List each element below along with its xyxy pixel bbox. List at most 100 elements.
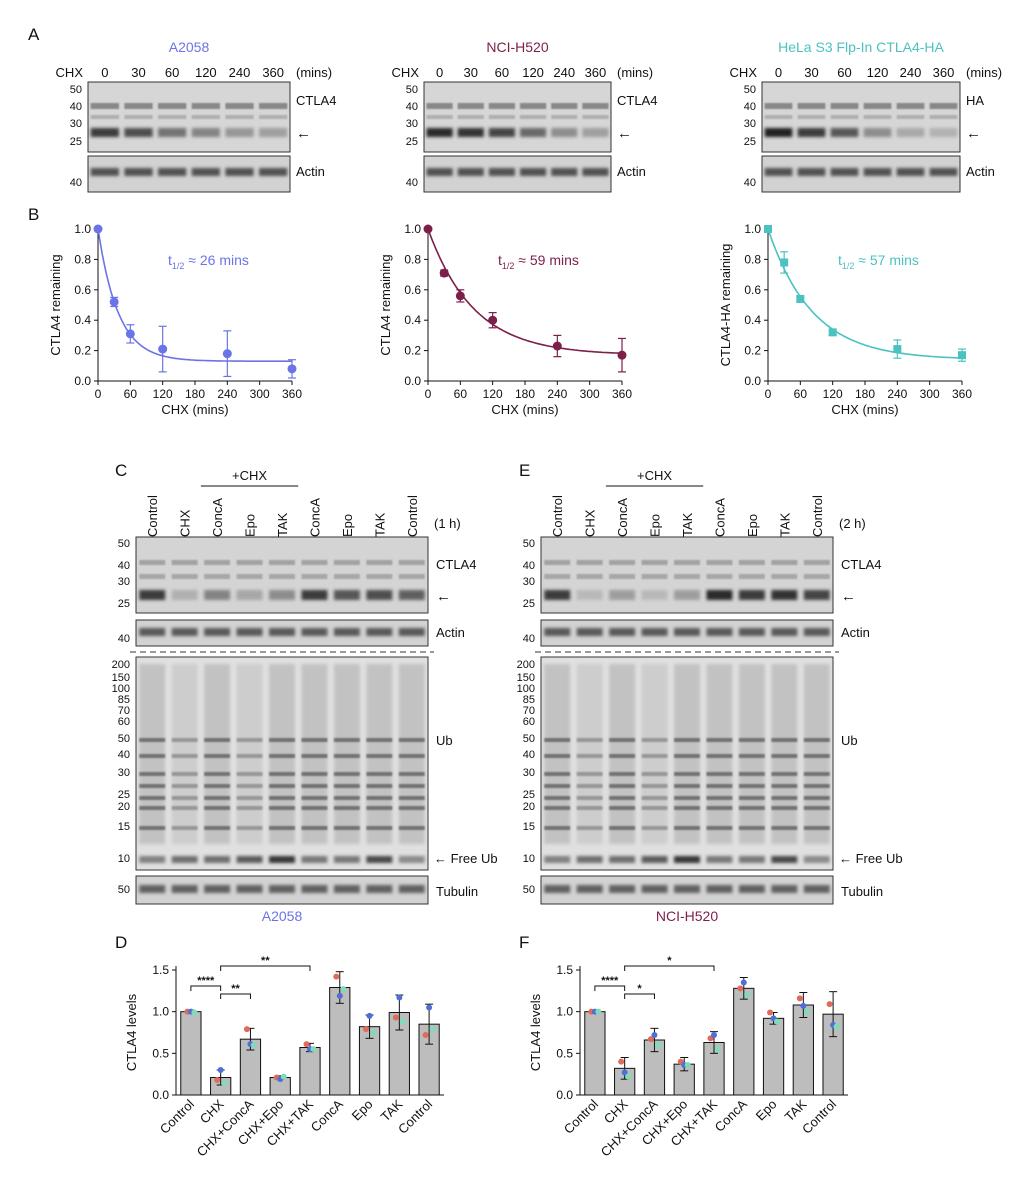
time-label: 120: [867, 65, 889, 80]
mw-marker: 30: [523, 576, 535, 588]
significance-label: ****: [601, 975, 619, 987]
band: [333, 738, 360, 742]
y-tick-label: 0.8: [74, 252, 91, 266]
chx-group-label: +CHX: [637, 468, 672, 483]
band: [803, 806, 830, 810]
lane-label: Epo: [745, 514, 760, 537]
data-point: [764, 225, 772, 233]
band: [171, 560, 198, 565]
data-point: [552, 341, 562, 351]
panel-A-blot-2: NCI-H520 CHX 0 30 60 120 240 360 (mins) 50 40 30 25 C…: [392, 39, 657, 193]
band-actin: [771, 628, 798, 636]
band: [225, 103, 254, 109]
band: [366, 796, 393, 800]
y-tick-label: 1.5: [556, 963, 573, 977]
band: [803, 754, 830, 758]
arrow-icon: ←: [296, 125, 311, 142]
band-actin: [259, 168, 288, 176]
band-free-ub: [366, 856, 393, 863]
band-actin: [488, 168, 516, 176]
replicate-point: [366, 1012, 373, 1019]
significance-bracket: [220, 965, 311, 971]
replicate-point: [651, 1032, 658, 1038]
ub-label: Ub: [436, 733, 453, 748]
y-tick-label: 1.0: [404, 222, 421, 236]
replicate-point: [684, 1062, 691, 1068]
x-tick-label: Control: [799, 1096, 839, 1136]
band: [191, 103, 220, 109]
mw-marker: 20: [523, 801, 535, 813]
band-actin: [896, 168, 925, 176]
band-ctla4: [609, 590, 636, 600]
band-free-ub: [301, 856, 328, 863]
panel-A-blot-1: A2058 CHX 0 30 60 120 240 360 (mins) 50 40 30 25 CTLA…: [56, 39, 336, 193]
band: [398, 574, 425, 579]
x-tick-label: Control: [561, 1096, 601, 1136]
mw-marker: 10: [523, 853, 535, 865]
band-actin: [158, 168, 187, 176]
band: [488, 115, 516, 119]
replicate-point: [740, 979, 747, 986]
band: [139, 754, 166, 758]
lane-label: Control: [145, 495, 160, 537]
band: [641, 826, 668, 830]
time-label: 30: [804, 65, 818, 80]
replicate-point: [221, 1080, 228, 1087]
band: [171, 754, 198, 758]
band: [609, 560, 636, 565]
ub-label: Ub: [841, 733, 858, 748]
band-ctla4: [803, 590, 830, 600]
band-ctla4: [896, 128, 925, 137]
band: [803, 826, 830, 830]
band: [706, 806, 733, 810]
time-label: 60: [165, 65, 179, 80]
band: [171, 796, 198, 800]
x-tick-label: 360: [952, 387, 972, 401]
band: [269, 806, 295, 810]
target-label: HA: [966, 93, 984, 108]
band: [204, 772, 231, 776]
band: [171, 772, 198, 776]
replicate-point: [363, 1026, 370, 1033]
data-point: [109, 297, 119, 307]
band-actin: [124, 168, 153, 176]
band-free-ub: [139, 856, 166, 863]
band: [576, 754, 603, 758]
band: [674, 738, 700, 742]
replicate-point: [333, 973, 340, 980]
replicate-point: [737, 985, 744, 992]
band: [398, 754, 425, 758]
band-actin: [366, 628, 393, 636]
band: [204, 574, 231, 579]
blot-membrane: [761, 155, 961, 193]
band: [236, 754, 263, 758]
band: [236, 784, 263, 788]
band: [609, 784, 636, 788]
y-tick-label: 0.0: [404, 374, 421, 388]
band: [609, 796, 636, 800]
replicate-point: [370, 1029, 377, 1036]
mw-marker: 25: [118, 789, 130, 801]
band: [301, 560, 328, 565]
band-ctla4: [641, 590, 668, 600]
band: [544, 772, 571, 776]
replicate-point: [618, 1058, 625, 1065]
replicate-point: [744, 992, 751, 998]
mw-marker: 50: [118, 538, 130, 550]
mw-marker: 30: [118, 576, 130, 588]
data-point: [125, 329, 135, 339]
replicate-point: [711, 1032, 717, 1038]
band: [641, 754, 668, 758]
mw-marker: 40: [523, 560, 535, 572]
replicate-point: [647, 1036, 654, 1043]
band: [544, 784, 571, 788]
band: [582, 103, 609, 109]
band: [171, 574, 198, 579]
x-tick-label: 300: [920, 387, 940, 401]
band-ctla4: [764, 128, 793, 137]
arrow-icon: ←: [966, 125, 981, 142]
band-ctla4: [225, 128, 254, 137]
band: [333, 784, 360, 788]
band: [544, 796, 571, 800]
band: [171, 826, 198, 830]
